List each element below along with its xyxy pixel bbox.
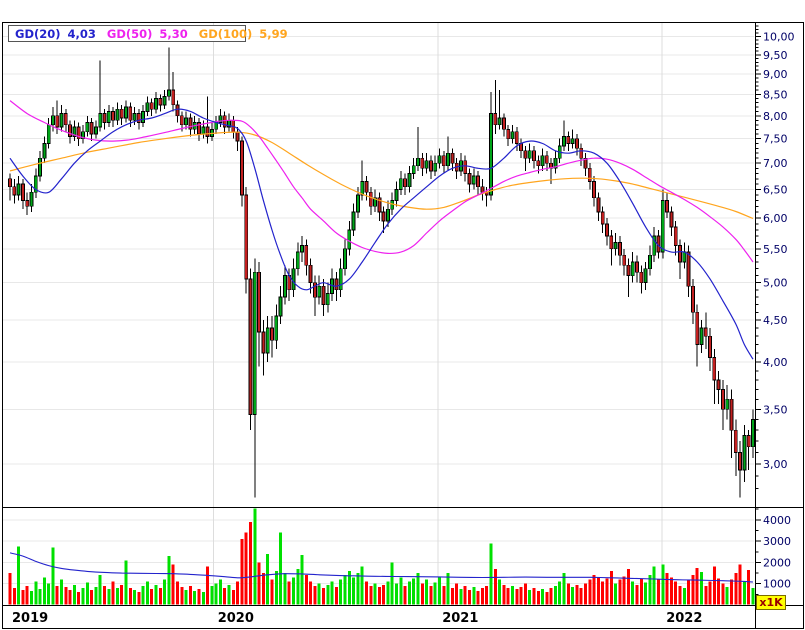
svg-text:2021: 2021 [442,611,478,626]
price-axis: 10,00 9,50 9,00 8,50 8,00 7,50 7,00 6,50 6,00 5,5… [755,25,795,489]
svg-text:3,50: 3,50 [763,403,788,416]
chart-frame [2,22,804,629]
svg-text:2022: 2022 [666,611,702,626]
svg-text:5,50: 5,50 [763,243,788,256]
svg-text:1000: 1000 [763,578,791,591]
volume-axis: 4000 3000 2000 1000 [755,508,791,595]
svg-text:4,50: 4,50 [763,314,788,327]
svg-text:6,50: 6,50 [763,184,788,197]
svg-text:2019: 2019 [12,611,48,626]
svg-text:9,50: 9,50 [763,49,788,62]
legend-gd100-value: 5,99 [259,26,288,41]
candles [8,47,755,498]
svg-text:3000: 3000 [763,535,791,548]
svg-text:7,00: 7,00 [763,157,788,170]
svg-text:4,00: 4,00 [763,356,788,369]
svg-text:2000: 2000 [763,556,791,569]
legend-gd100: GD(100) 5,99 [199,27,288,41]
svg-text:4000: 4000 [763,514,791,527]
ma-line-50 [9,100,754,263]
svg-text:9,00: 9,00 [763,68,788,81]
svg-text:10,00: 10,00 [763,31,795,44]
svg-text:2020: 2020 [218,611,254,626]
legend-gd100-label: GD(100) [198,26,253,41]
svg-text:6,00: 6,00 [763,212,788,225]
svg-text:5,00: 5,00 [763,277,788,290]
legend-gd20: GD(20) 4,03 [15,27,96,41]
volume-bars [8,508,755,605]
svg-text:3,00: 3,00 [763,458,788,471]
legend-gd50-value: 5,30 [159,26,188,41]
svg-text:8,00: 8,00 [763,110,788,123]
legend-gd50: GD(50) 5,30 [107,27,188,41]
ma-line-100 [9,131,754,220]
volume-unit-badge: x1K [756,595,786,610]
legend-gd20-value: 4,03 [67,26,96,41]
gridlines [3,36,754,585]
ma-legend: GD(20) 4,03 GD(50) 5,30 GD(100) 5,99 [8,25,288,42]
year-labels: 2019 2020 2021 2022 [12,611,702,626]
legend-gd20-label: GD(20) [15,26,61,41]
volume-ma-line [9,552,754,583]
legend-gd50-label: GD(50) [106,26,153,41]
ma-line-20 [9,108,754,360]
svg-text:8,50: 8,50 [763,88,788,101]
svg-text:7,50: 7,50 [763,133,788,146]
